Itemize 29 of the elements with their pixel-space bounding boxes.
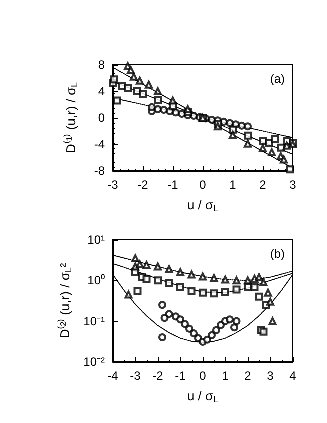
- y-tick-label: -4: [94, 138, 106, 152]
- x-tick-label: -2: [138, 178, 149, 192]
- x-tick-label: 0: [200, 369, 207, 383]
- y-axis-title: D⁽²⁾ (u,r) / σL²: [57, 262, 74, 339]
- annotation: (a): [270, 72, 286, 86]
- y-tick-label: 0: [98, 111, 106, 125]
- x-tick-label: 1: [222, 369, 230, 383]
- y-tick-label: 4: [98, 84, 106, 98]
- x-tick-label: -2: [152, 369, 164, 383]
- y-tick-label: -8: [94, 164, 106, 178]
- x-tick-label: 3: [267, 369, 274, 383]
- x-tick-label: 2: [260, 178, 267, 192]
- y-tick-label: 10¹: [88, 233, 106, 247]
- annotation: (b): [270, 247, 286, 261]
- y-tick-label: 10⁻¹: [84, 314, 106, 328]
- y-axis-title: D⁽¹⁾ (u,r) / σL: [64, 82, 80, 154]
- x-tick-label: -3: [130, 369, 142, 383]
- x-tick-label: -1: [168, 178, 179, 192]
- x-tick-label: 4: [290, 369, 297, 383]
- x-tick-label: -1: [175, 369, 186, 383]
- x-tick-label: 2: [244, 369, 252, 383]
- x-tick-label: -3: [108, 178, 119, 192]
- y-tick-label: 10⁻²: [84, 355, 106, 369]
- y-tick-label: 8: [98, 58, 106, 72]
- x-tick-label: 0: [200, 178, 207, 192]
- y-tick-label: 10⁰: [88, 274, 105, 288]
- x-tick-label: 1: [230, 178, 237, 192]
- x-tick-label: 3: [290, 178, 297, 192]
- x-tick-label: -4: [108, 369, 119, 383]
